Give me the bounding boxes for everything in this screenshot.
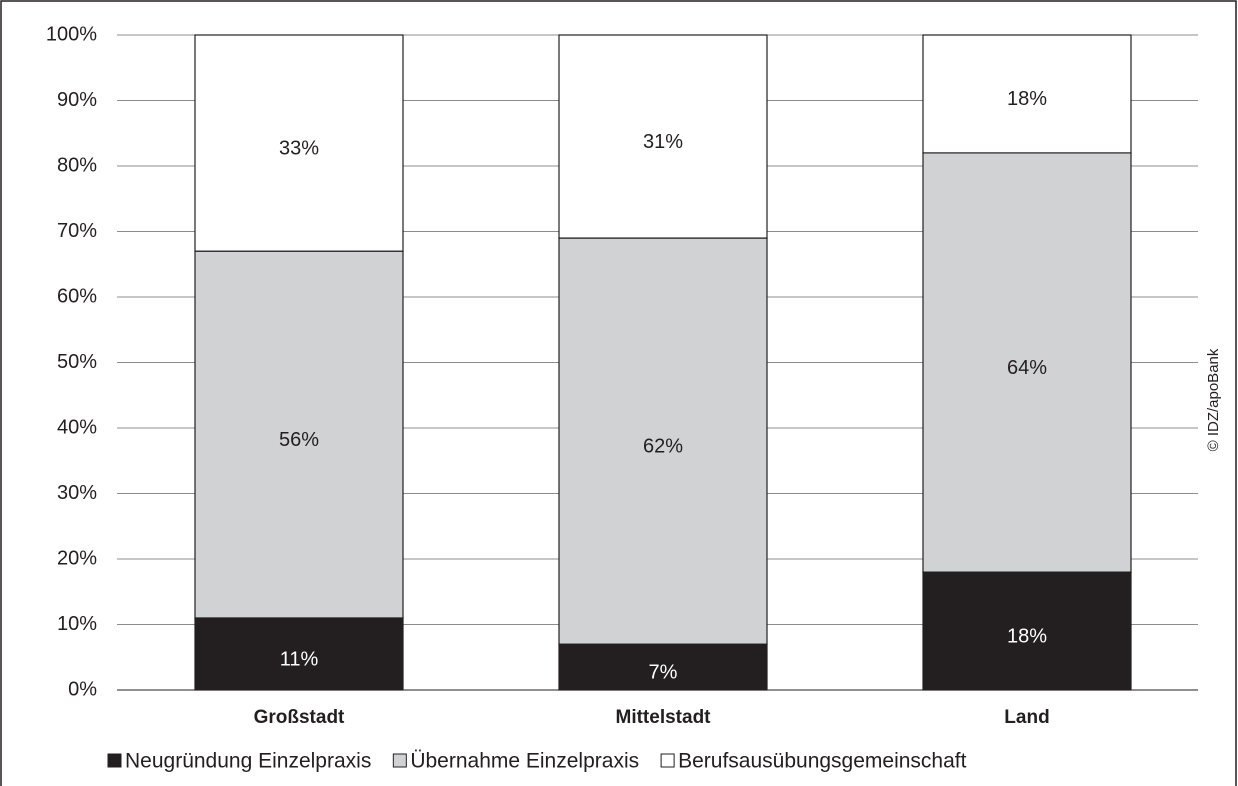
data-label: 18% [1007,88,1047,110]
bar-segment [558,237,768,645]
data-label: 18% [1007,625,1047,647]
data-label: 62% [643,435,683,457]
bar-segment [194,617,404,691]
y-tick-label: 80% [57,154,97,176]
bar-segment [922,571,1132,691]
legend-label: Neugründung Einzelpraxis [125,750,371,773]
legend-label: Berufsausübungsgemeinschaft [678,750,967,773]
legend-swatch [107,753,122,768]
data-label: 64% [1007,357,1047,379]
y-tick-label: 40% [57,416,97,438]
x-tick-label: Großstadt [254,707,345,728]
x-tick-label: Land [1004,707,1049,728]
legend-label: Übernahme Einzelpraxis [410,750,639,773]
y-tick-label: 50% [57,351,97,373]
y-tick-label: 30% [57,482,97,504]
bar-segment [194,250,404,619]
bar-segment [194,34,404,252]
bar-segment [922,34,1132,154]
y-tick-label: 20% [57,547,97,569]
y-tick-label: 0% [68,678,97,700]
legend-swatch [660,753,675,768]
y-tick-label: 60% [57,285,97,307]
data-label: 33% [279,137,319,159]
data-label: 31% [643,131,683,153]
annotation: © IDZ/apoBank [1205,348,1222,451]
y-tick-label: 10% [57,613,97,635]
x-tick-label: Mittelstadt [616,707,712,728]
data-label: 7% [649,661,678,683]
legend-swatch [392,753,407,768]
y-tick-label: 90% [57,89,97,111]
data-label: 11% [280,648,319,670]
bar-segment [558,34,768,239]
y-tick-label: 100% [46,23,97,45]
data-label: 56% [279,429,319,451]
bar-segment [922,152,1132,573]
y-tick-label: 70% [57,220,97,242]
